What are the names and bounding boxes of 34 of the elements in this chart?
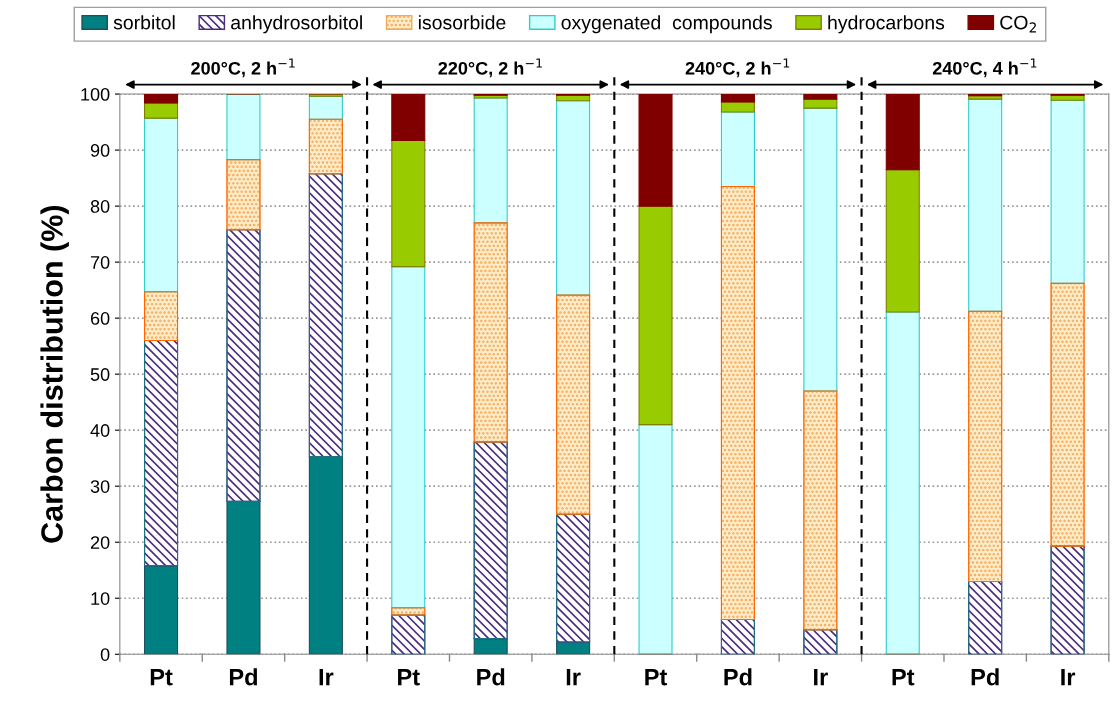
y-tick-label: 0 [100, 648, 110, 661]
x-tick-label: Pd [229, 668, 257, 686]
x-tick-label: Pd [724, 668, 752, 686]
y-tick-label: 50 [90, 368, 110, 381]
y-axis-title: Carbon distribution (%) [40, 205, 69, 543]
legend-label: sorbitol [113, 15, 175, 30]
x-tick-label: Pt [892, 669, 915, 686]
x-tick-label: Pt [398, 669, 420, 686]
x-tick-label: Ir [566, 669, 581, 686]
y-tick-label: 10 [91, 592, 110, 605]
x-tick-label: Pd [477, 668, 505, 686]
text: 240°C, 2 h$^{−1}$ [685, 58, 790, 78]
y-tick-label: 40 [90, 424, 110, 437]
y-tick-label: 30 [90, 480, 110, 493]
x-tick-label: Ir [319, 669, 334, 686]
y-tick-label: 60 [90, 312, 110, 325]
y-tick-label: 100 [81, 88, 110, 101]
legend-label: hydrocarbons [828, 15, 945, 34]
y-tick-label: 90 [90, 144, 110, 157]
x-tick-label: Pt [150, 669, 173, 686]
text: 220°C, 2 h$^{−1}$ [438, 58, 542, 78]
legend-label: isosorbide [418, 15, 506, 30]
x-tick-label: Ir [814, 669, 828, 686]
legend-label: anhydrosorbitol [231, 15, 362, 34]
text: 240°C, 4 h$^{−1}$ [932, 58, 1037, 78]
x-tick-label: Pd [971, 668, 999, 686]
legend-label: CO$_{2}$ [1000, 15, 1036, 33]
text: 200°C, 2 h$^{−1}$ [191, 58, 295, 78]
x-tick-label: Ir [1061, 669, 1076, 686]
x-tick-label: Pt [645, 669, 668, 686]
legend-label: oxygenated compounds [561, 15, 772, 34]
y-tick-label: 20 [90, 536, 110, 549]
y-tick-label: 70 [90, 256, 110, 269]
y-tick-label: 80 [90, 200, 110, 213]
